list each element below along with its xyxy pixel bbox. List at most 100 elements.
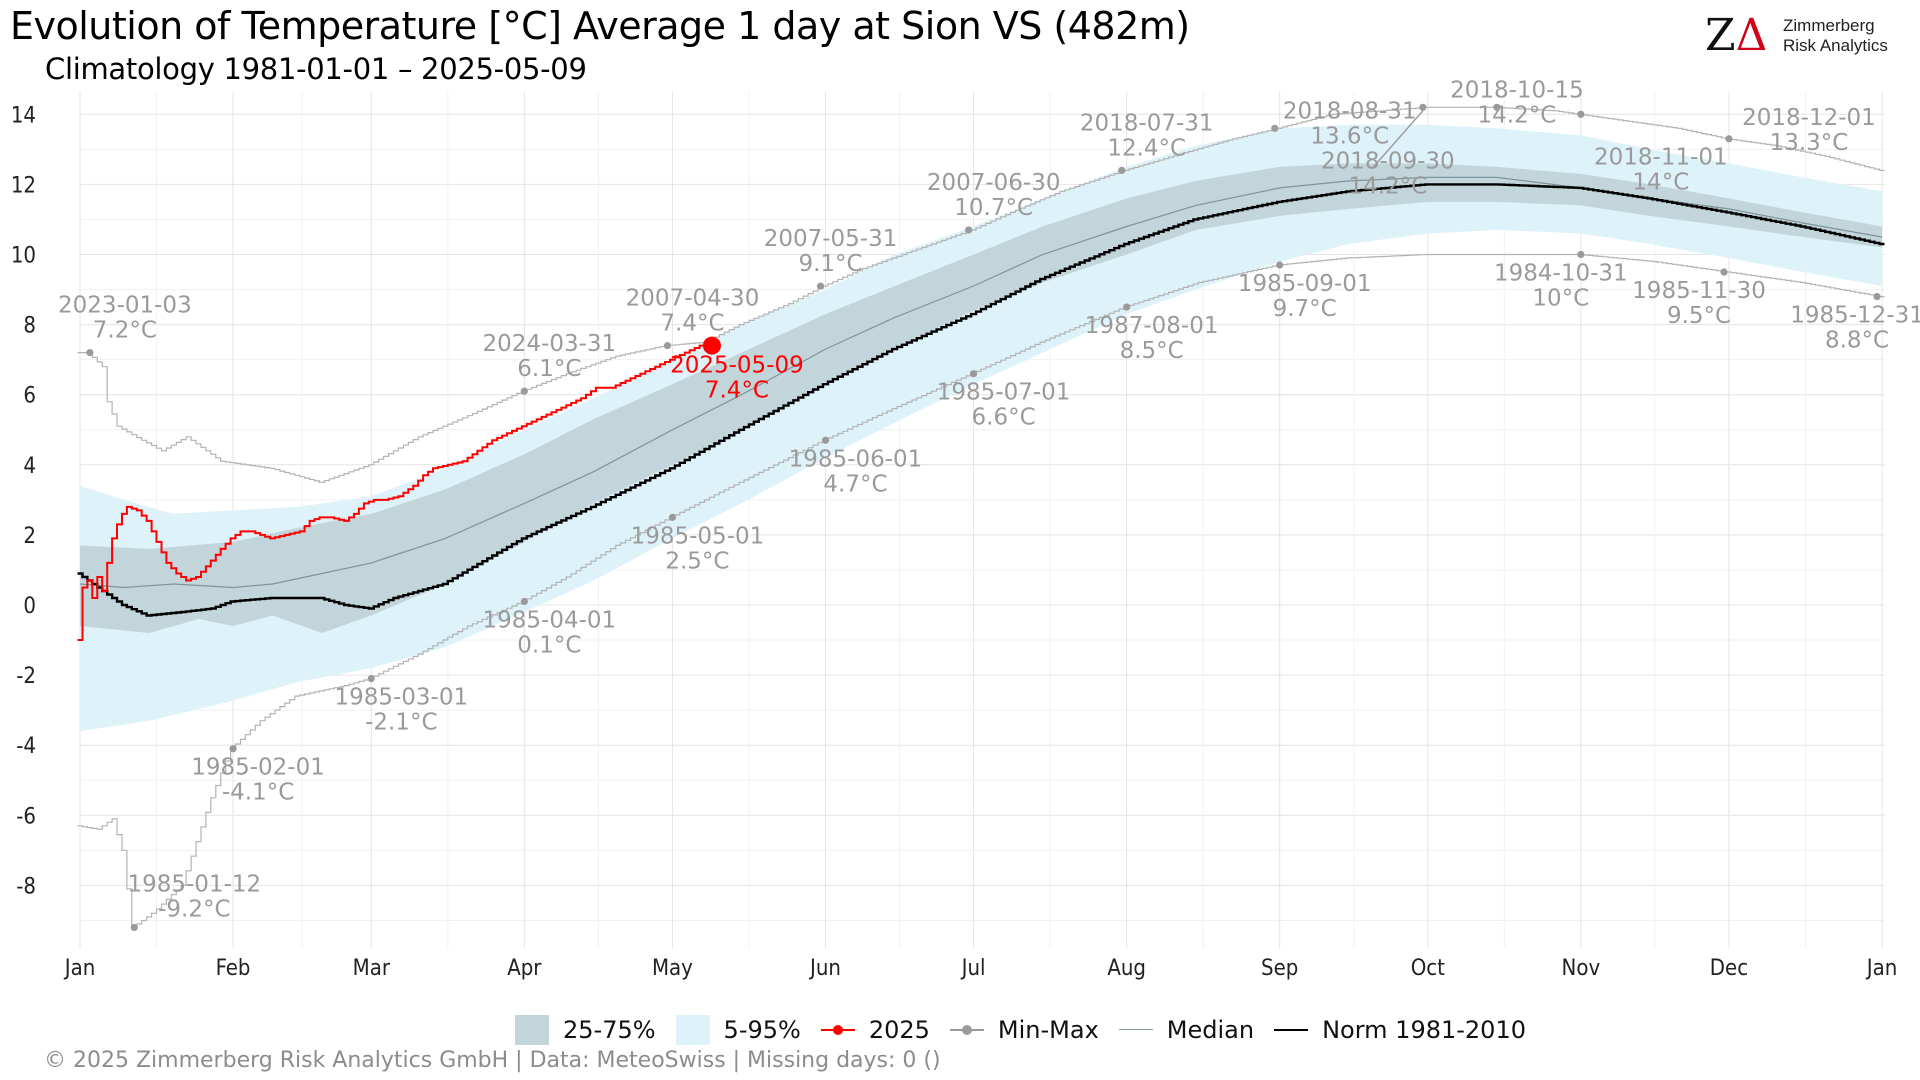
- legend: 25-75% 5-95% 2025 Min-Max Median Norm 19…: [515, 1013, 1546, 1047]
- annotation-connector: [1372, 110, 1424, 168]
- annotation-date: 1985-04-01: [482, 607, 616, 633]
- y-tick-label: -8: [16, 874, 36, 899]
- annotation-label: 1985-05-01 2.5°C: [631, 523, 765, 574]
- record-point: [1873, 292, 1881, 301]
- annotation-date: 1985-05-01: [631, 523, 765, 549]
- record-point: [663, 342, 672, 350]
- chart-title: Evolution of Temperature [°C] Average 1 …: [10, 4, 1190, 48]
- record-point: [1276, 261, 1284, 269]
- series-min-line: [77, 253, 1885, 929]
- legend-item-norm: Norm 1981-2010: [1274, 1015, 1526, 1045]
- annotation-date: 1984-10-31: [1494, 261, 1628, 287]
- annotation-label: 2018-08-31 13.6°C: [1283, 98, 1417, 149]
- annotation-date: 2018-07-31: [1080, 110, 1214, 136]
- chart-subtitle: Climatology 1981-01-01 – 2025-05-09: [45, 52, 587, 86]
- annotation-value: 12.4°C: [1107, 135, 1186, 161]
- annotation-value: 10.7°C: [954, 195, 1033, 221]
- legend-label-p595: 5-95%: [723, 1016, 801, 1044]
- band-5-95: [80, 124, 1882, 732]
- series-median-line: [79, 176, 1883, 589]
- x-tick-label: May: [652, 956, 693, 981]
- annotation-value: 14.2°C: [1478, 102, 1557, 128]
- logo-mark: ZΔ: [1705, 10, 1768, 61]
- series-norm-line: [77, 183, 1885, 617]
- axes: -8 -6 -4 -2 0 2 4 6 8 10 12 14 Jan Feb Mar Apr May Jun Jul…: [11, 103, 1897, 981]
- annotation-date: 1985-09-01: [1238, 271, 1372, 297]
- legend-key-minmax: [949, 1015, 984, 1045]
- annotation-date: 1985-01-12: [127, 871, 261, 897]
- annotation-value: 2.5°C: [665, 548, 729, 574]
- annotation-date: 2023-01-03: [58, 293, 192, 319]
- record-point: [1419, 103, 1427, 111]
- record-point: [816, 282, 825, 290]
- company-logo: ZΔ Zimmerberg Risk Analytics: [1705, 12, 1915, 62]
- annotation-label: 2018-10-15 14.2°C: [1450, 77, 1584, 128]
- x-tick-label: Feb: [216, 956, 251, 981]
- logo-line-1: Zimmerberg: [1783, 16, 1875, 35]
- legend-item-iqr: 25-75%: [515, 1015, 656, 1045]
- annotation-date: 2018-11-01: [1594, 144, 1728, 170]
- annotation-value: 14.2°C: [1348, 173, 1427, 199]
- record-point: [965, 226, 973, 234]
- annotation-value: 13.3°C: [1770, 130, 1849, 156]
- record-point: [1725, 135, 1733, 143]
- record-point: [1720, 268, 1728, 276]
- annotation-date: 2007-04-30: [626, 286, 760, 312]
- legend-key-median: [1118, 1015, 1153, 1045]
- y-tick-label: 10: [11, 244, 36, 269]
- annotation-label: 1985-06-01 4.7°C: [789, 446, 923, 497]
- annotations: 2023-01-03 7.2°C 1985-01-12 -9.2°C 1985-02-0…: [58, 77, 1920, 922]
- x-tick-label: Sep: [1261, 956, 1298, 981]
- y-tick-label: 4: [23, 454, 36, 479]
- current-label: 2025-05-09 7.4°C: [670, 353, 804, 404]
- annotation-date: 2024-03-31: [482, 331, 616, 357]
- annotation-value: 8.5°C: [1120, 338, 1184, 364]
- x-tick-label: Apr: [507, 956, 542, 981]
- annotation-value: 4.7°C: [823, 471, 887, 497]
- annotation-date: 2018-10-15: [1450, 77, 1584, 103]
- x-tick-label: Jan: [1865, 956, 1898, 981]
- current-value: 7.4°C: [705, 378, 769, 404]
- annotation-value: -2.1°C: [365, 710, 437, 736]
- legend-label-current: 2025: [868, 1016, 930, 1044]
- annotation-label: 2018-11-01 14°C: [1594, 144, 1728, 195]
- x-tick-label: Mar: [353, 956, 391, 981]
- annotation-label: 1984-10-31 10°C: [1494, 261, 1628, 312]
- legend-key-current: [820, 1015, 855, 1045]
- annotation-label: 1985-04-01 0.1°C: [482, 607, 616, 658]
- legend-key-p595: [675, 1015, 710, 1045]
- legend-label-iqr: 25-75%: [563, 1016, 656, 1044]
- annotation-value: 6.6°C: [972, 405, 1036, 431]
- logo-line-2: Risk Analytics: [1783, 36, 1888, 55]
- legend-key-iqr: [515, 1015, 549, 1045]
- annotation-label: 1985-11-30 9.5°C: [1632, 278, 1766, 329]
- annotation-label: 1985-01-12 -9.2°C: [127, 871, 261, 922]
- annotation-label: 1985-07-01 6.6°C: [937, 380, 1071, 431]
- x-tick-label: Oct: [1411, 956, 1445, 981]
- annotation-value: 0.1°C: [517, 632, 581, 658]
- record-point: [1577, 110, 1585, 118]
- annotation-date: 1985-06-01: [789, 446, 923, 472]
- record-point: [229, 745, 237, 753]
- annotation-label: 2018-07-31 12.4°C: [1080, 110, 1214, 161]
- series-2025-line: [77, 344, 715, 641]
- footer-credit: © 2025 Zimmerberg Risk Analytics GmbH | …: [44, 1048, 941, 1073]
- x-tick-label: Dec: [1710, 956, 1748, 981]
- y-tick-label: 2: [23, 524, 36, 549]
- annotation-label: 1985-09-01 9.7°C: [1238, 271, 1372, 322]
- record-point: [130, 923, 138, 932]
- legend-label-norm: Norm 1981-2010: [1322, 1016, 1526, 1044]
- record-point: [520, 597, 528, 606]
- legend-item-minmax: Min-Max: [949, 1015, 1099, 1045]
- record-point: [1271, 124, 1279, 132]
- annotation-label: 1987-08-01 8.5°C: [1085, 313, 1219, 364]
- y-tick-label: -4: [16, 734, 36, 759]
- annotation-label: 2007-06-30 10.7°C: [927, 170, 1061, 221]
- band-25-75: [80, 163, 1882, 633]
- series-max-line: [77, 106, 1885, 483]
- y-tick-label: 0: [23, 594, 36, 619]
- annotation-label: 2023-01-03 7.2°C: [58, 293, 192, 344]
- annotation-value: 9.7°C: [1273, 296, 1337, 322]
- record-point: [668, 513, 677, 521]
- legend-key-norm: [1274, 1015, 1309, 1045]
